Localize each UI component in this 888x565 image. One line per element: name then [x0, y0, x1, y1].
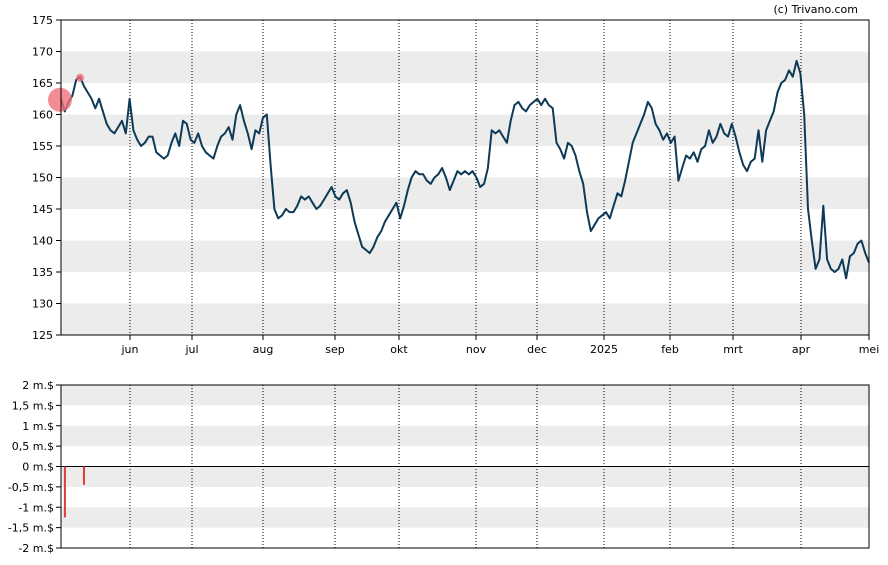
- price-y-tick-label: 130: [32, 298, 53, 311]
- volume-grid-bands: [61, 385, 869, 528]
- price-x-tick-label: mrt: [723, 343, 743, 356]
- price-band: [61, 303, 869, 335]
- price-y-tick-label: 155: [32, 140, 53, 153]
- volume-y-tick-label: 2 m.$: [22, 379, 54, 392]
- price-y-tick-label: 140: [32, 235, 53, 248]
- volume-y-tick-label: -1,5 m.$: [8, 522, 54, 535]
- volume-y-ticks: 2 m.$ 1,5 m.$ 1 m.$ 0,5 m.$ 0 m.$ -0,5 m.$ -1 …: [8, 379, 61, 555]
- price-band: [61, 240, 869, 272]
- price-y-ticks: 175 170 165 160 155 150 145 140 135 130 125: [32, 14, 61, 342]
- price-y-tick-label: 150: [32, 172, 53, 185]
- volume-y-tick-label: -1 m.$: [18, 501, 54, 514]
- volume-band: [61, 425, 869, 447]
- price-x-tick-label: mei: [859, 343, 880, 356]
- price-line: [60, 59, 870, 280]
- price-y-tick-label: 175: [32, 14, 53, 27]
- price-x-tick-label: dec: [527, 343, 547, 356]
- volume-y-tick-label: -0,5 m.$: [8, 481, 54, 494]
- volume-band: [61, 507, 869, 528]
- price-y-tick-label: 165: [32, 77, 53, 90]
- price-x-ticks: jun jul aug sep okt nov dec 2025 feb mrt apr mei: [121, 335, 880, 356]
- price-x-tick-label: jul: [184, 343, 198, 356]
- price-grid-bands: [61, 51, 869, 335]
- marker-large: [48, 87, 72, 112]
- volume-y-tick-label: 0 m.$: [22, 461, 54, 474]
- volume-y-tick-label: 1 m.$: [22, 420, 54, 433]
- volume-y-tick-label: 1,5 m.$: [12, 399, 54, 412]
- price-y-tick-label: 145: [32, 203, 53, 216]
- price-x-tick-label: feb: [661, 343, 679, 356]
- price-band: [61, 51, 869, 83]
- price-x-tick-label: 2025: [590, 343, 618, 356]
- marker-small: [76, 73, 85, 82]
- volume-band: [61, 385, 869, 406]
- price-band: [61, 177, 869, 209]
- volume-y-tick-label: -2 m.$: [18, 542, 54, 555]
- volume-bar: [82, 466, 85, 485]
- volume-bars: [63, 466, 85, 518]
- price-y-tick-label: 125: [32, 329, 53, 342]
- price-x-tick-label: nov: [466, 343, 487, 356]
- price-y-tick-label: 170: [32, 46, 53, 59]
- price-x-tick-label: apr: [792, 343, 811, 356]
- price-x-tick-label: sep: [325, 343, 344, 356]
- volume-vertical-gridlines: [129, 385, 802, 548]
- credit-text: (c) Trivano.com: [773, 3, 858, 16]
- price-x-tick-label: aug: [253, 343, 274, 356]
- price-y-tick-label: 160: [32, 109, 53, 122]
- volume-y-tick-label: 0,5 m.$: [12, 440, 54, 453]
- volume-bar: [63, 466, 66, 518]
- price-y-tick-label: 135: [32, 266, 53, 279]
- price-x-tick-label: jun: [121, 343, 139, 356]
- price-x-tick-label: okt: [390, 343, 408, 356]
- volume-band: [61, 466, 869, 487]
